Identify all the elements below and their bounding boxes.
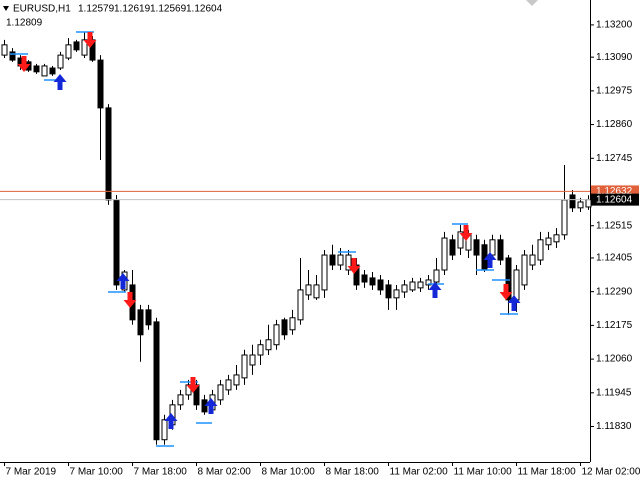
candle-body bbox=[417, 281, 424, 289]
bid-label: 1.12604 bbox=[596, 194, 633, 205]
candle-body bbox=[457, 231, 464, 249]
candle-body bbox=[65, 44, 72, 59]
candle-body bbox=[49, 67, 56, 75]
header-open: 1.12579 bbox=[78, 4, 115, 15]
candle-body bbox=[273, 324, 280, 346]
scroll-marker[interactable] bbox=[526, 0, 538, 6]
candle-body bbox=[377, 279, 384, 291]
y-tick-label: 1.12060 bbox=[596, 354, 633, 365]
candle-body bbox=[281, 319, 288, 336]
candle-body bbox=[441, 237, 448, 271]
menu-triangle[interactable] bbox=[3, 6, 9, 11]
candle-body bbox=[321, 254, 328, 291]
x-tick-label: 8 Mar 18:00 bbox=[326, 467, 380, 478]
candle-body bbox=[369, 277, 376, 286]
candle-body bbox=[81, 39, 88, 56]
candle-body bbox=[521, 254, 528, 286]
y-tick-label: 1.12175 bbox=[596, 320, 633, 331]
x-tick-label: 7 Mar 18:00 bbox=[134, 467, 188, 478]
symbol-title: EURUSD,H1 bbox=[13, 4, 71, 15]
candle-body bbox=[41, 65, 48, 77]
candle-body bbox=[193, 384, 200, 406]
header-high: 1.12619 bbox=[114, 4, 151, 15]
candle-body bbox=[545, 237, 552, 246]
candle-body bbox=[361, 274, 368, 283]
candle-body bbox=[393, 289, 400, 299]
candle-body bbox=[177, 394, 184, 406]
candle-body bbox=[497, 239, 504, 261]
candle-body bbox=[401, 284, 408, 293]
candle-body bbox=[33, 65, 40, 73]
ask-label: 1.12632 bbox=[596, 186, 633, 197]
candle-body bbox=[425, 279, 432, 286]
x-tick-label: 12 Mar 02:00 bbox=[582, 467, 640, 478]
x-tick-label: 7 Mar 2019 bbox=[6, 467, 57, 478]
candle-body bbox=[473, 239, 480, 256]
candle-body bbox=[385, 284, 392, 299]
candle-body bbox=[329, 254, 336, 266]
candle-body bbox=[529, 254, 536, 266]
y-tick-label: 1.12860 bbox=[596, 119, 633, 130]
y-tick-label: 1.13090 bbox=[596, 52, 633, 63]
candle-body bbox=[313, 284, 320, 299]
candle-body bbox=[345, 254, 352, 271]
x-tick-label: 7 Mar 10:00 bbox=[70, 467, 124, 478]
candle-body bbox=[489, 239, 496, 256]
candle-body bbox=[249, 354, 256, 366]
candle-body bbox=[217, 384, 224, 401]
candle-body bbox=[433, 269, 440, 283]
candle-body bbox=[297, 289, 304, 321]
candle-body bbox=[513, 269, 520, 301]
candle-body bbox=[73, 41, 80, 51]
candle-body bbox=[145, 309, 152, 326]
candle-body bbox=[9, 51, 16, 61]
candle-body bbox=[113, 199, 120, 286]
candle-body bbox=[305, 284, 312, 296]
candle-body bbox=[577, 201, 584, 209]
candle-body bbox=[241, 354, 248, 379]
candle-body bbox=[569, 194, 576, 209]
candle-body bbox=[561, 199, 568, 236]
x-tick-label: 8 Mar 02:00 bbox=[198, 467, 252, 478]
header-low: 1.12569 bbox=[150, 4, 187, 15]
candle-body bbox=[449, 239, 456, 256]
x-tick-label: 8 Mar 10:00 bbox=[262, 467, 316, 478]
candle-body bbox=[505, 257, 512, 301]
candle-body bbox=[97, 59, 104, 109]
y-tick-label: 1.12290 bbox=[596, 286, 633, 297]
y-tick-label: 1.12515 bbox=[596, 220, 633, 231]
candle-body bbox=[409, 281, 416, 291]
candle-body bbox=[537, 239, 544, 261]
candle-body bbox=[137, 309, 144, 336]
candle-body bbox=[257, 344, 264, 356]
bid-label-box bbox=[591, 193, 639, 206]
candle-body bbox=[265, 339, 272, 351]
y-tick-label: 1.12405 bbox=[596, 253, 633, 264]
candle-body bbox=[1, 44, 8, 56]
candle-body bbox=[153, 321, 160, 441]
indicator-value: 1.12809 bbox=[6, 18, 43, 29]
candle-body bbox=[553, 234, 560, 243]
x-tick-label: 11 Mar 02:00 bbox=[390, 467, 449, 478]
candle-body bbox=[289, 317, 296, 331]
candle-body bbox=[105, 107, 112, 201]
candle-body bbox=[57, 54, 64, 69]
candle-body bbox=[585, 199, 592, 208]
candle-body bbox=[161, 419, 168, 441]
candle-body bbox=[337, 254, 344, 266]
x-tick-label: 11 Mar 18:00 bbox=[518, 467, 577, 478]
candle-body bbox=[225, 379, 232, 391]
x-tick-label: 11 Mar 10:00 bbox=[454, 467, 513, 478]
y-tick-label: 1.11830 bbox=[596, 421, 632, 432]
candle-body bbox=[233, 374, 240, 386]
y-tick-label: 1.13200 bbox=[596, 20, 633, 31]
header-close: 1.12604 bbox=[186, 4, 223, 15]
y-tick-label: 1.11945 bbox=[596, 387, 632, 398]
y-tick-label: 1.12975 bbox=[596, 86, 633, 97]
y-tick-label: 1.12745 bbox=[596, 153, 633, 164]
